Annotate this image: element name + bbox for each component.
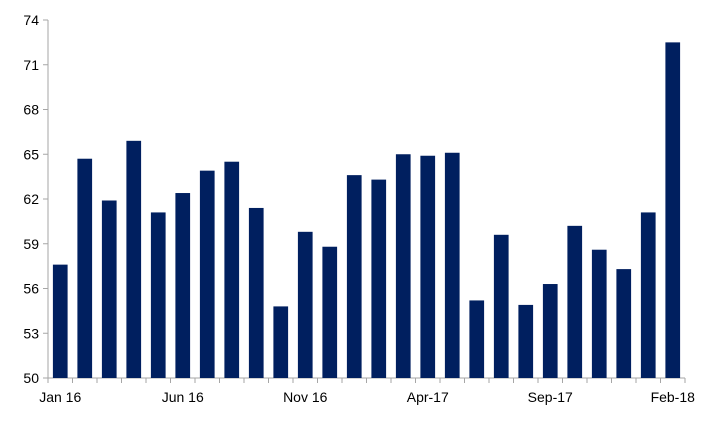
y-tick-label: 56 xyxy=(23,281,39,297)
y-tick-label: 74 xyxy=(23,12,39,28)
bar xyxy=(518,304,534,378)
y-tick-label: 71 xyxy=(23,57,39,73)
bar xyxy=(273,306,289,378)
x-tick-label: Sep-17 xyxy=(528,389,573,405)
bar xyxy=(199,170,215,378)
bar xyxy=(665,42,681,378)
bar xyxy=(126,140,142,378)
y-tick-label: 62 xyxy=(23,191,39,207)
bar xyxy=(444,152,460,378)
y-axis: 50 53 56 59 62 65 68 71 74 xyxy=(23,12,49,386)
x-tick-label: Feb-18 xyxy=(651,389,696,405)
bar xyxy=(493,234,509,378)
bar xyxy=(591,249,607,378)
x-tick-label: Jan 16 xyxy=(39,389,81,405)
x-tick-label: Nov 16 xyxy=(283,389,328,405)
bar xyxy=(77,158,93,378)
bar xyxy=(469,300,485,378)
bar xyxy=(224,161,240,378)
bar xyxy=(175,193,191,378)
y-tick-label: 50 xyxy=(23,370,39,386)
bar xyxy=(371,179,387,378)
bar xyxy=(150,212,166,378)
bar xyxy=(395,154,411,378)
bar xyxy=(640,212,656,378)
bar xyxy=(248,207,264,378)
bars xyxy=(52,42,681,378)
bar xyxy=(52,264,68,378)
x-axis: Jan 16 Jun 16 Nov 16 Apr-17 Sep-17 Feb-18 xyxy=(39,377,696,405)
bar xyxy=(101,200,117,378)
bar xyxy=(297,231,313,378)
x-tick-label: Jun 16 xyxy=(162,389,204,405)
bar xyxy=(542,284,558,378)
bar xyxy=(420,155,436,378)
y-tick-label: 59 xyxy=(23,236,39,252)
bar xyxy=(346,175,362,378)
bar xyxy=(322,246,338,378)
bar xyxy=(616,269,632,378)
y-tick-label: 53 xyxy=(23,325,39,341)
y-tick-label: 65 xyxy=(23,146,39,162)
x-tick-label: Apr-17 xyxy=(407,389,449,405)
y-tick-label: 68 xyxy=(23,102,39,118)
bar xyxy=(567,225,583,378)
